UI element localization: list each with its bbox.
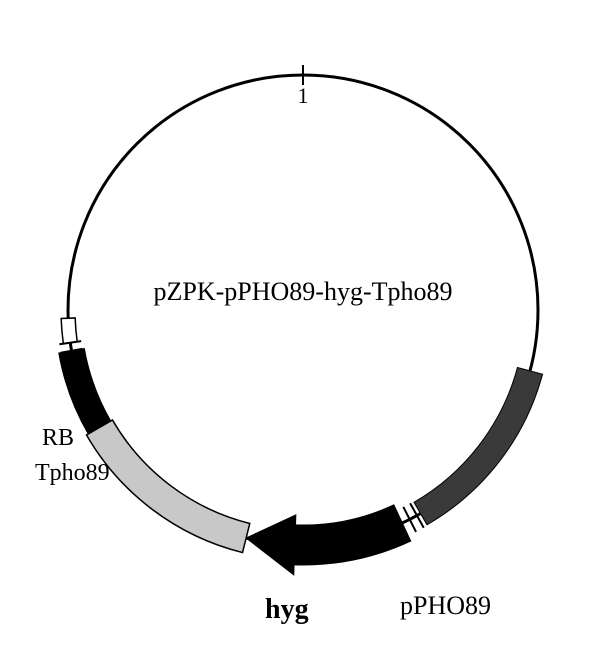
feature-hyg — [86, 420, 249, 553]
plasmid-name: pZPK-pPHO89-hyg-Tpho89 — [154, 277, 453, 306]
feature-label-pPHO89: pPHO89 — [400, 591, 491, 620]
feature-label-hyg: hyg — [265, 594, 309, 625]
feature-RB — [61, 318, 77, 344]
feature-pPHO89-arrowhead — [246, 515, 296, 575]
feature-label-RB: RB — [42, 425, 74, 451]
plasmid-svg: 1 pPHO89 hyg Tpho89 RB pZPK-pPHO89-hyg-Tpho89 — [0, 0, 606, 652]
feature-label-Tpho89: Tpho89 — [35, 460, 110, 486]
feature-Tpho89 — [59, 349, 111, 434]
feature-lb-region — [414, 367, 543, 524]
origin-label: 1 — [298, 83, 309, 108]
plasmid-map-container: 1 pPHO89 hyg Tpho89 RB pZPK-pPHO89-hyg-Tpho89 — [0, 0, 606, 652]
feature-pPHO89-body — [294, 505, 411, 565]
